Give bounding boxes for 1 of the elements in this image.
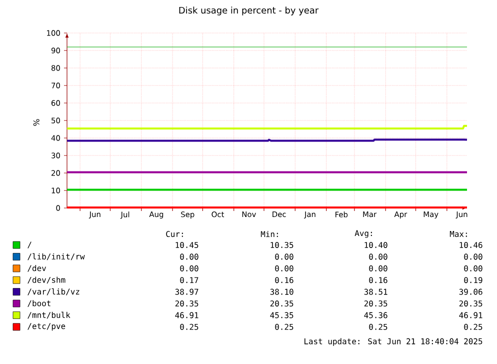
chart-title: Disk usage in percent - by year: [179, 6, 319, 16]
